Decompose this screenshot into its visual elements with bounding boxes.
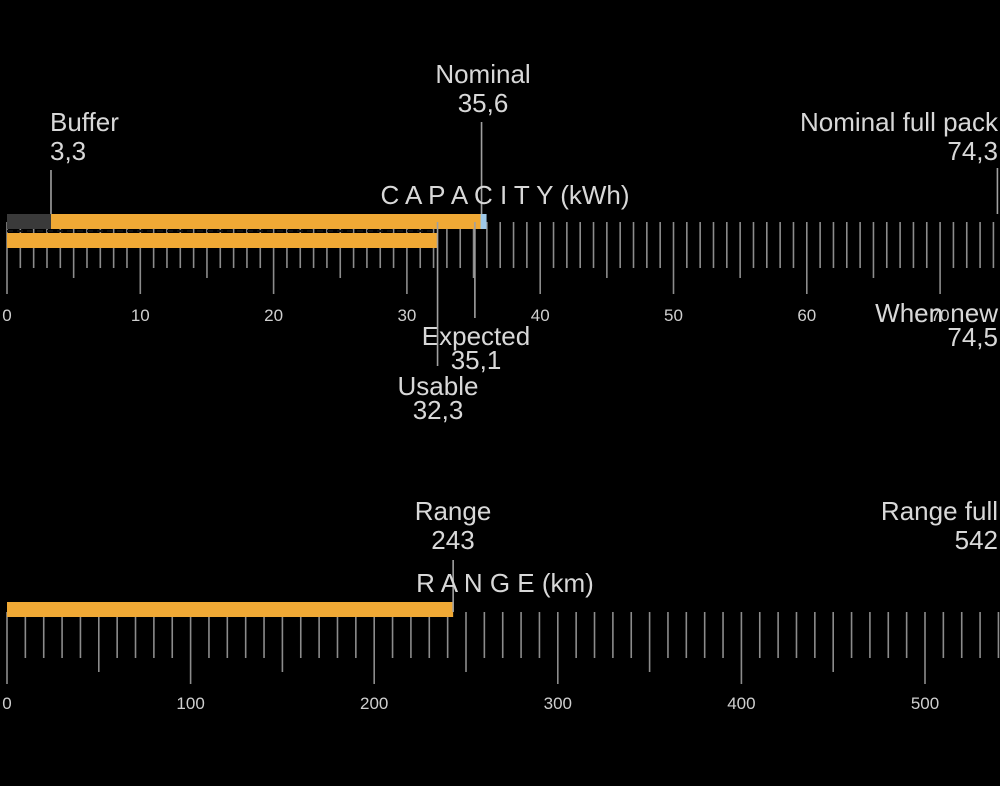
nominal-value: 35,6 (458, 88, 509, 118)
usable-label: Usable (398, 371, 479, 401)
range-full-label: Range full (881, 496, 998, 526)
range-label: Range (415, 496, 492, 526)
usable-bar (7, 233, 438, 248)
capacity-title: C A P A C I T Y (kWh) (380, 180, 629, 210)
capacity-tick-label: 30 (397, 306, 416, 325)
capacity-tick-label: 20 (264, 306, 283, 325)
nominal-label: Nominal (435, 59, 530, 89)
buffer-segment (7, 214, 51, 229)
expected-label: Expected (422, 321, 530, 351)
nominal-bar (50, 214, 482, 229)
range-full-value: 542 (955, 525, 998, 555)
range-tick-label: 100 (176, 694, 204, 713)
capacity-tick-label: 40 (531, 306, 550, 325)
range-bar (7, 602, 454, 617)
capacity-tick-label: 50 (664, 306, 683, 325)
range-tick-label: 400 (727, 694, 755, 713)
capacity-bars (7, 214, 487, 248)
nominal-bar-tip (480, 214, 487, 229)
range-tick-label: 0 (2, 694, 11, 713)
range-ticks: 0 100 200 300 400 500 (2, 612, 1000, 713)
range-value: 243 (431, 525, 474, 555)
nominal-full-label: Nominal full pack (800, 107, 999, 137)
buffer-label: Buffer (50, 107, 119, 137)
buffer-value: 3,3 (50, 136, 86, 166)
capacity-tick-label: 0 (2, 306, 11, 325)
when-new-label: When new (875, 298, 998, 328)
range-bars (7, 602, 454, 617)
when-new-value: 74,5 (947, 322, 998, 352)
nominal-full-value: 74,3 (947, 136, 998, 166)
capacity-tick-label: 70 (931, 306, 950, 325)
range-title: R A N G E (km) (416, 568, 594, 598)
range-tick-label: 500 (911, 694, 939, 713)
usable-value: 32,3 (413, 395, 464, 425)
capacity-tick-label: 10 (131, 306, 150, 325)
expected-value: 35,1 (451, 345, 502, 375)
range-tick-label: 300 (544, 694, 572, 713)
range-tick-label: 200 (360, 694, 388, 713)
capacity-tick-label: 60 (797, 306, 816, 325)
